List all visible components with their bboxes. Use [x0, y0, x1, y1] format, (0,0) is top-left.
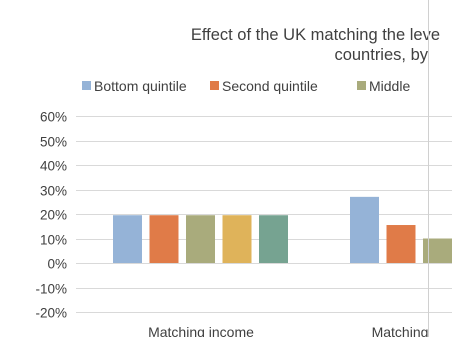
y-tick-label: -10% [35, 282, 67, 297]
y-tick-label: 30% [40, 184, 67, 199]
chart-title-line-1: Effect of the UK matching the leve [191, 26, 440, 44]
bar [259, 215, 288, 263]
y-tick-label: 0% [47, 257, 67, 272]
legend-label: Second quintile [222, 78, 318, 94]
x-category-label: Matching [372, 324, 429, 337]
y-tick-label: 40% [40, 159, 67, 174]
bar [186, 215, 215, 263]
gridlines [76, 116, 452, 313]
chart-title-line-2: countries, by [334, 46, 428, 64]
y-axis: 60% 50% 40% 30% 20% 10% 0% -10% -20% [35, 110, 67, 321]
chart-title: Effect of the UK matching the leve count… [191, 26, 440, 64]
bar [149, 215, 179, 263]
legend: Bottom quintile Second quintile Middle [82, 78, 410, 94]
y-tick-label: 20% [40, 208, 67, 223]
bar [222, 215, 252, 263]
bar [113, 215, 142, 263]
y-tick-label: 10% [40, 233, 67, 248]
bar [350, 196, 379, 263]
legend-swatch [210, 81, 219, 90]
y-tick-label: 50% [40, 135, 67, 150]
legend-label: Middle [369, 78, 410, 94]
legend-swatch [82, 81, 91, 90]
x-category-label: Matching income [148, 324, 254, 337]
y-tick-label: 60% [40, 110, 67, 125]
legend-swatch [357, 81, 366, 90]
bar [386, 225, 416, 263]
y-tick-label: -20% [35, 306, 67, 321]
bars [113, 196, 452, 263]
legend-label: Bottom quintile [94, 78, 187, 94]
bar [423, 238, 452, 263]
x-axis: Matching income Matching [148, 324, 428, 337]
